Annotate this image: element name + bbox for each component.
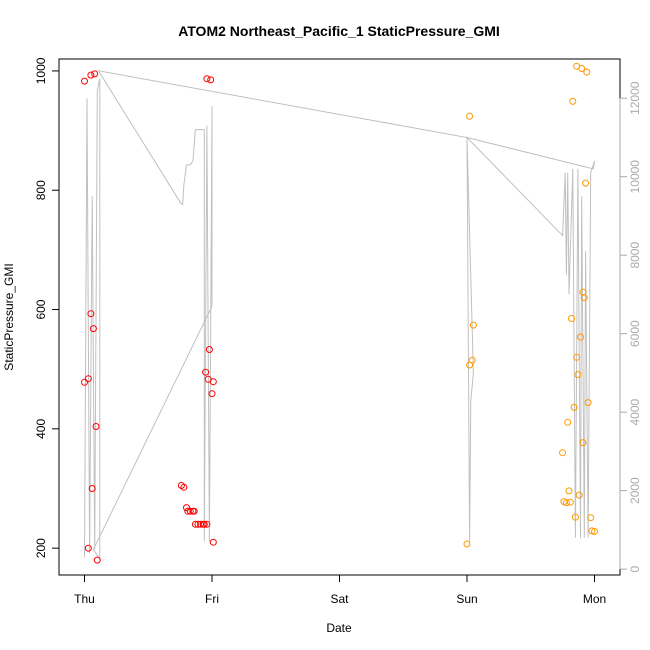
secondary-line-layer (84, 70, 595, 561)
data-point (208, 390, 216, 398)
y-axis-label: StaticPressure_GMI (2, 263, 16, 370)
data-point (587, 514, 595, 522)
data-point (584, 399, 592, 407)
data-point (463, 540, 471, 548)
data-point (574, 371, 582, 379)
x-tick-label: Thu (74, 592, 95, 606)
data-point (84, 544, 92, 552)
data-point (591, 528, 598, 535)
data-point (191, 520, 199, 528)
data-point (565, 487, 573, 495)
data-point (571, 513, 579, 521)
data-point (582, 179, 590, 187)
y-tick-label: 200 (34, 538, 48, 558)
x-axis-label: Date (326, 621, 352, 635)
data-point (91, 70, 99, 78)
right-tick-label: 6000 (628, 320, 642, 347)
right-tick-label: 4000 (628, 398, 642, 425)
x-tick-label: Mon (583, 592, 606, 606)
data-point (575, 491, 583, 499)
data-point (207, 76, 215, 84)
data-point (93, 556, 101, 564)
points-layer (81, 62, 598, 564)
data-point (92, 423, 100, 430)
data-point (186, 507, 194, 515)
data-point (87, 71, 95, 79)
chart-title: ATOM2 Northeast_Pacific_1 StaticPressure… (178, 23, 500, 39)
data-point (577, 333, 584, 341)
data-point (579, 439, 587, 447)
data-point (568, 315, 575, 322)
y-tick-label: 400 (34, 419, 48, 439)
data-point (200, 520, 208, 528)
right-axis: 0 2000 4000 6000 8000 10000 12000 (619, 81, 642, 572)
x-tick-label: Sun (456, 592, 477, 606)
data-point (89, 325, 97, 333)
data-point (87, 310, 95, 318)
x-tick-label: Fri (205, 592, 219, 606)
data-point (88, 485, 96, 492)
data-point (559, 449, 567, 457)
x-tick-label: Sat (330, 592, 349, 606)
plot-frame (58, 58, 621, 576)
data-point (205, 346, 213, 353)
data-point (183, 504, 190, 512)
data-point (468, 356, 476, 364)
right-tick-label: 10000 (628, 160, 642, 194)
data-point (569, 97, 577, 105)
data-point (583, 68, 591, 76)
data-point (578, 65, 586, 72)
x-axis: Thu Fri Sat Sun Mon (74, 574, 606, 606)
data-point (81, 378, 88, 386)
right-tick-label: 12000 (628, 81, 642, 115)
data-point (180, 483, 188, 491)
right-tick-label: 0 (628, 565, 642, 572)
y-axis: 200 400 600 800 1000 (34, 57, 60, 558)
right-tick-label: 8000 (628, 242, 642, 269)
y-tick-label: 1000 (34, 57, 48, 84)
data-point (203, 520, 211, 528)
data-point (209, 538, 217, 546)
right-tick-label: 2000 (628, 477, 642, 504)
data-point (81, 77, 88, 85)
y-tick-label: 800 (34, 180, 48, 200)
data-point (564, 418, 572, 426)
data-point (562, 499, 570, 507)
y-tick-label: 600 (34, 299, 48, 319)
data-point (469, 321, 477, 329)
data-point (190, 507, 198, 515)
data-point (573, 353, 581, 361)
data-point (209, 378, 217, 386)
data-point (202, 368, 210, 376)
data-point (588, 527, 596, 535)
data-point (466, 112, 474, 120)
data-point (203, 75, 211, 83)
data-point (580, 294, 588, 302)
secondary-series-line (84, 70, 595, 561)
data-point (566, 498, 574, 506)
data-point (570, 403, 578, 411)
data-point (84, 375, 92, 383)
